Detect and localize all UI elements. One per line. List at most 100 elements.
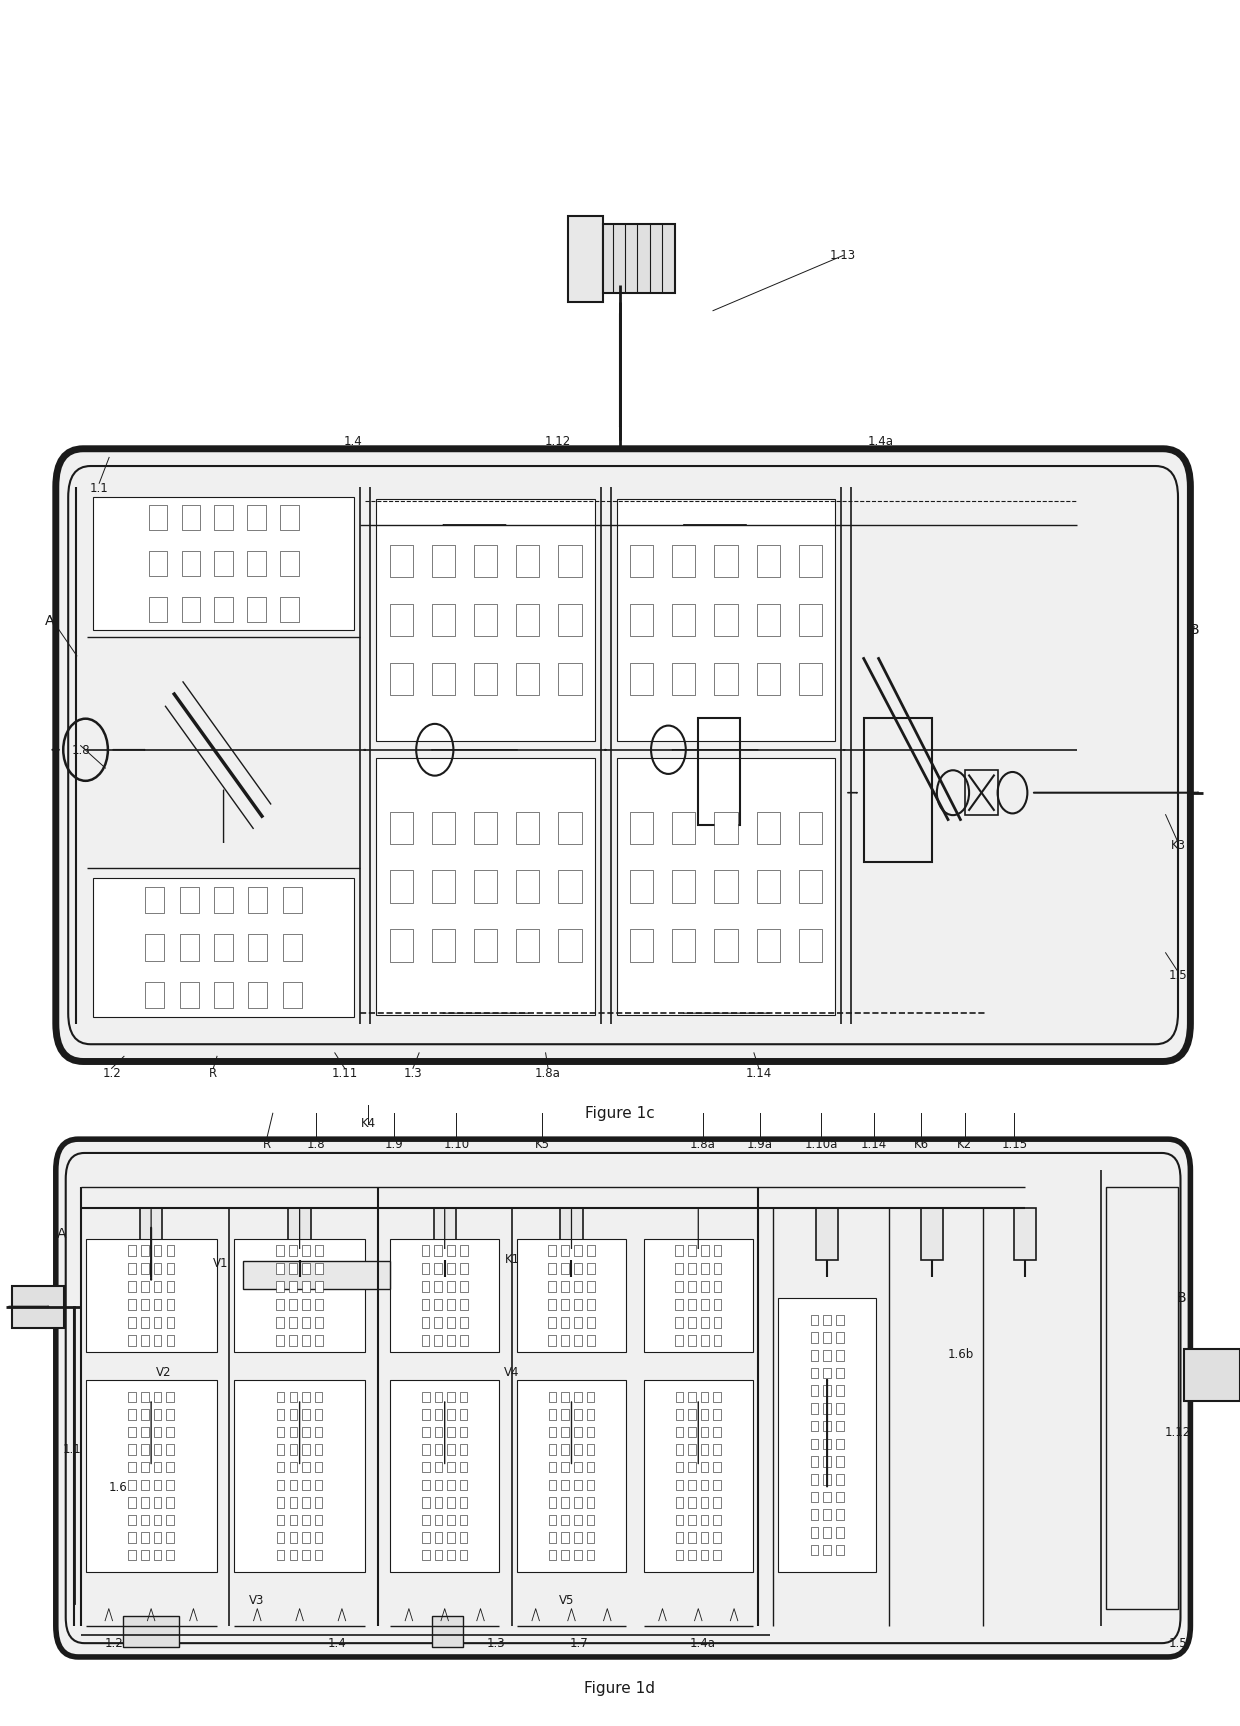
Text: A: A	[57, 1227, 67, 1241]
Bar	[676, 1479, 683, 1490]
Bar	[618, 499, 836, 740]
Bar	[129, 1479, 136, 1490]
Bar	[166, 1445, 174, 1455]
Bar	[154, 1246, 161, 1257]
Bar	[128, 1334, 135, 1346]
Bar	[548, 1334, 556, 1346]
Bar	[672, 870, 696, 903]
Bar	[141, 1334, 149, 1346]
Bar	[129, 1462, 136, 1472]
Bar	[618, 758, 836, 1015]
Bar	[448, 1246, 455, 1257]
Bar	[701, 1515, 708, 1526]
Bar	[701, 1410, 708, 1420]
Bar	[549, 1391, 557, 1402]
Bar	[389, 604, 413, 637]
Bar	[676, 1533, 683, 1543]
Bar	[701, 1317, 708, 1327]
Bar	[448, 1391, 455, 1402]
Bar	[154, 1462, 161, 1472]
Bar	[303, 1281, 310, 1293]
Bar	[574, 1427, 582, 1438]
Bar	[283, 982, 301, 1008]
Bar	[434, 1281, 443, 1293]
Bar	[587, 1281, 595, 1293]
Bar	[141, 1246, 149, 1257]
Text: 1.8a: 1.8a	[691, 1137, 715, 1151]
Bar	[549, 1427, 557, 1438]
Bar	[289, 1263, 298, 1274]
Bar	[389, 545, 413, 578]
Text: Figure 1c: Figure 1c	[585, 1106, 655, 1120]
Bar	[714, 929, 738, 961]
Bar	[166, 1300, 175, 1310]
Bar	[289, 1515, 298, 1526]
Bar	[434, 1246, 443, 1257]
Bar	[141, 1515, 149, 1526]
Bar	[587, 1533, 594, 1543]
Bar	[644, 1239, 753, 1353]
Bar	[558, 811, 582, 844]
Bar	[587, 1427, 594, 1438]
Bar	[676, 1445, 683, 1455]
Bar	[799, 811, 822, 844]
Bar	[701, 1462, 708, 1472]
Bar	[574, 1550, 582, 1560]
Bar	[460, 1391, 467, 1402]
Bar	[701, 1533, 708, 1543]
Bar	[675, 1334, 683, 1346]
Bar	[123, 1616, 180, 1647]
Bar	[562, 1496, 569, 1507]
Bar	[303, 1263, 310, 1274]
Bar	[688, 1515, 696, 1526]
Text: 1.7: 1.7	[569, 1636, 589, 1650]
Bar	[701, 1246, 708, 1257]
Bar	[562, 1334, 569, 1346]
Bar	[460, 1246, 467, 1257]
Bar	[181, 597, 200, 621]
Bar	[154, 1334, 161, 1346]
Bar	[448, 1410, 455, 1420]
Bar	[422, 1263, 429, 1274]
Bar	[688, 1410, 696, 1420]
Bar	[434, 1496, 443, 1507]
Bar	[434, 1462, 443, 1472]
Bar	[714, 604, 738, 637]
Bar	[277, 1515, 284, 1526]
Bar	[141, 1281, 149, 1293]
Text: 1.4a: 1.4a	[691, 1636, 715, 1650]
Bar	[315, 1300, 322, 1310]
Bar	[460, 1496, 467, 1507]
Bar	[688, 1334, 696, 1346]
Bar	[389, 870, 413, 903]
Bar	[587, 1246, 595, 1257]
Bar	[836, 1509, 843, 1521]
Bar	[549, 1515, 557, 1526]
Text: V4: V4	[505, 1365, 520, 1379]
Bar	[432, 545, 455, 578]
Bar	[823, 1315, 831, 1326]
Bar	[145, 934, 165, 961]
Bar	[688, 1317, 696, 1327]
Bar	[714, 1246, 722, 1257]
Bar	[277, 1427, 284, 1438]
Bar	[289, 1533, 298, 1543]
Bar	[587, 1410, 594, 1420]
Bar	[128, 1263, 135, 1274]
Bar	[434, 1445, 443, 1455]
Bar	[714, 663, 738, 696]
Bar	[460, 1263, 467, 1274]
Bar	[277, 1550, 284, 1560]
Bar	[377, 499, 595, 740]
Bar	[141, 1479, 149, 1490]
Bar	[799, 604, 822, 637]
Bar	[234, 1239, 366, 1353]
Bar	[181, 506, 200, 530]
Bar	[587, 1334, 595, 1346]
Bar	[303, 1410, 310, 1420]
Bar	[315, 1246, 322, 1257]
Bar	[562, 1533, 569, 1543]
Bar	[303, 1300, 310, 1310]
Bar	[315, 1427, 322, 1438]
Bar	[422, 1391, 429, 1402]
